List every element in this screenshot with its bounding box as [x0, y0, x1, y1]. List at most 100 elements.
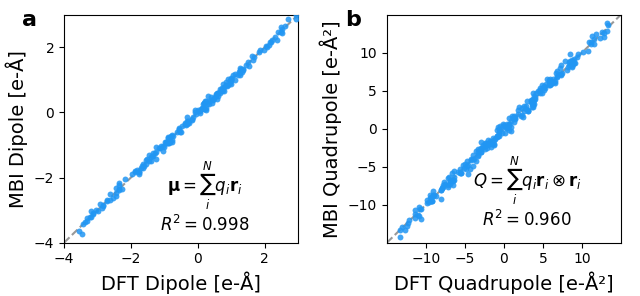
Point: [465, 166, 475, 171]
Point: [422, 201, 432, 205]
Point: [272, 38, 282, 43]
Point: [460, 162, 470, 167]
Point: [404, 218, 414, 223]
Point: [201, 107, 211, 112]
Point: [164, 140, 175, 144]
Point: [413, 205, 424, 210]
Point: [149, 151, 159, 156]
Point: [237, 66, 248, 71]
Point: [494, 130, 504, 135]
Point: [164, 134, 175, 139]
Point: [198, 101, 209, 106]
Point: [207, 101, 217, 105]
Point: [413, 212, 424, 217]
Point: [523, 109, 533, 113]
Point: [480, 143, 490, 148]
Point: [492, 134, 502, 139]
Point: [473, 147, 483, 151]
Point: [445, 179, 455, 184]
Point: [445, 178, 455, 183]
Point: [201, 99, 211, 104]
Point: [426, 195, 436, 200]
Point: [230, 78, 240, 83]
Point: [445, 181, 455, 186]
Point: [227, 78, 237, 82]
Point: [221, 82, 232, 87]
Point: [142, 157, 152, 162]
Point: [111, 186, 121, 191]
Point: [527, 100, 537, 105]
Point: [482, 142, 492, 147]
Point: [481, 141, 491, 145]
Point: [151, 156, 161, 161]
Point: [223, 76, 234, 81]
Point: [564, 59, 574, 64]
Point: [428, 193, 438, 198]
Point: [497, 131, 507, 136]
Point: [582, 49, 593, 54]
Point: [550, 78, 560, 83]
Point: [492, 133, 502, 138]
Point: [226, 76, 236, 81]
Point: [504, 128, 514, 132]
Point: [422, 198, 432, 203]
Point: [467, 158, 477, 163]
Point: [136, 166, 147, 171]
Point: [168, 133, 179, 138]
Point: [529, 101, 539, 106]
Point: [589, 36, 599, 41]
Point: [513, 111, 523, 116]
Point: [222, 83, 232, 88]
Y-axis label: MBI Quadrupole [e-Å²]: MBI Quadrupole [e-Å²]: [320, 20, 342, 238]
Point: [114, 181, 124, 186]
Point: [440, 181, 451, 186]
Point: [204, 99, 214, 104]
Point: [468, 156, 479, 161]
Point: [591, 32, 602, 36]
Point: [458, 163, 468, 168]
Point: [527, 91, 538, 96]
Point: [513, 104, 524, 109]
Point: [456, 170, 467, 175]
Point: [537, 83, 547, 87]
Point: [424, 192, 435, 197]
Point: [431, 194, 441, 199]
Point: [508, 116, 518, 120]
X-axis label: DFT Dipole [e-Å]: DFT Dipole [e-Å]: [101, 272, 261, 295]
Point: [534, 87, 545, 92]
Point: [494, 133, 504, 138]
Point: [493, 127, 504, 132]
Point: [557, 70, 567, 75]
Point: [519, 109, 529, 114]
Point: [207, 97, 218, 102]
Point: [82, 219, 92, 223]
Point: [102, 199, 112, 203]
Point: [541, 82, 551, 86]
Point: [525, 99, 536, 104]
Point: [183, 119, 193, 123]
Point: [548, 77, 558, 82]
Point: [597, 30, 607, 34]
Point: [544, 79, 554, 84]
Point: [483, 138, 493, 143]
Point: [111, 191, 122, 196]
Point: [528, 105, 538, 110]
Point: [525, 97, 536, 102]
Point: [212, 91, 223, 96]
Point: [535, 90, 545, 95]
Point: [182, 122, 193, 127]
Point: [212, 93, 223, 98]
Point: [183, 119, 193, 124]
Point: [146, 159, 156, 164]
Point: [520, 106, 531, 111]
Point: [488, 138, 499, 143]
Point: [158, 148, 168, 153]
Point: [568, 59, 578, 64]
Point: [587, 33, 597, 38]
Point: [436, 188, 446, 193]
Point: [556, 72, 566, 77]
Point: [488, 136, 498, 141]
Point: [172, 130, 182, 135]
Point: [484, 140, 495, 145]
Point: [182, 115, 193, 119]
